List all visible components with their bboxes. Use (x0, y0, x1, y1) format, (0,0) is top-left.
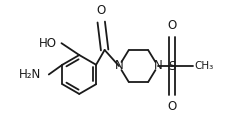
Text: O: O (168, 100, 177, 113)
Text: O: O (97, 4, 106, 17)
Text: HO: HO (38, 37, 56, 50)
Text: H₂N: H₂N (19, 68, 41, 81)
Text: N: N (115, 59, 123, 72)
Text: N: N (154, 59, 162, 72)
Text: O: O (168, 19, 177, 32)
Text: CH₃: CH₃ (194, 61, 213, 71)
Text: S: S (169, 59, 176, 73)
